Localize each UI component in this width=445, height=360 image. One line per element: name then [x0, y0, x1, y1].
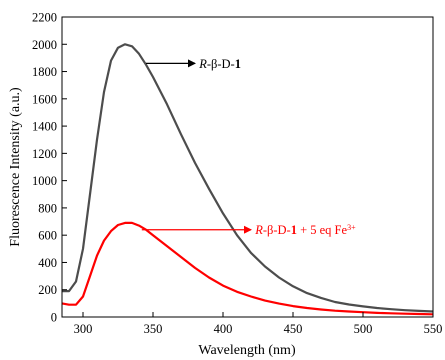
x-tick-label: 550: [424, 322, 443, 336]
y-tick-label: 1800: [32, 65, 57, 79]
y-tick-label: 800: [38, 201, 57, 215]
x-axis-label: Wavelength (nm): [198, 343, 296, 358]
plot-frame: [61, 16, 434, 318]
y-tick-label: 600: [38, 229, 57, 243]
annotation-label-2: R-β-D-1 + 5 eq Fe3+: [254, 223, 356, 238]
y-tick-label: 200: [38, 283, 57, 297]
x-tick-label: 300: [74, 322, 93, 336]
x-tick-label: 500: [354, 322, 373, 336]
annotations: R-β-D-1 R-β-D-1 + 5 eq Fe3+: [141, 57, 356, 238]
y-tick-label: 2000: [32, 38, 57, 52]
y-tick-label: 1400: [32, 120, 57, 134]
x-tick-label: 450: [284, 322, 303, 336]
y-tick-label: 0: [51, 311, 57, 325]
y-axis-label: Fluorescence Intensity (a.u.): [8, 87, 23, 247]
x-tick-label: 400: [214, 322, 233, 336]
plot-lines: [61, 43, 434, 316]
y-tick-label: 1600: [32, 92, 57, 106]
y-tick-label: 400: [38, 256, 57, 270]
x-tick-label: 350: [144, 322, 163, 336]
y-tick-label: 1000: [32, 174, 57, 188]
axis-ticks: 300 350 400 450 500 550 0 200 400 600 800 1000 1200 1…: [32, 11, 442, 337]
y-tick-label: 2200: [32, 11, 57, 25]
y-tick-label: 1200: [32, 147, 57, 161]
series-line-2: [61, 221, 434, 316]
annotation-label-1: R-β-D-1: [198, 57, 241, 71]
series-line-1: [62, 43, 434, 313]
